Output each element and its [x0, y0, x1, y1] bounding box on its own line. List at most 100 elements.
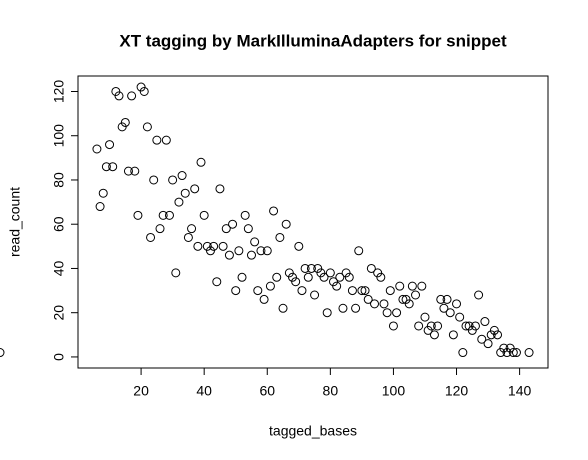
point	[139, 86, 149, 96]
point	[161, 135, 171, 145]
point	[164, 210, 174, 220]
point	[98, 188, 108, 198]
chart-title: XT tagging by MarkIlluminaAdapters for s…	[119, 31, 507, 50]
point	[284, 268, 294, 278]
point	[196, 157, 206, 167]
point	[300, 263, 310, 273]
point	[177, 171, 187, 181]
point	[265, 281, 275, 291]
point	[272, 272, 282, 282]
point	[470, 321, 480, 331]
point	[366, 263, 376, 273]
x-tick-label: 120	[445, 383, 469, 399]
point	[511, 348, 521, 358]
point	[136, 82, 146, 92]
point	[130, 166, 140, 176]
point	[108, 162, 118, 172]
point	[209, 241, 219, 251]
point	[439, 303, 449, 313]
point	[231, 286, 241, 296]
point	[262, 246, 272, 256]
point	[105, 140, 115, 150]
point	[458, 348, 468, 358]
x-tick-label: 40	[196, 383, 212, 399]
point	[426, 321, 436, 331]
point	[168, 175, 178, 185]
point	[411, 290, 421, 300]
point	[215, 184, 225, 194]
point	[445, 308, 455, 318]
point	[123, 166, 133, 176]
y-tick-label: 120	[51, 80, 67, 104]
point	[193, 241, 203, 251]
point	[347, 286, 357, 296]
point	[486, 330, 496, 340]
point	[287, 272, 297, 282]
y-tick-label: 20	[51, 305, 67, 321]
point	[246, 250, 256, 260]
point	[275, 232, 285, 242]
point	[332, 281, 342, 291]
point	[152, 135, 162, 145]
point	[218, 241, 228, 251]
point	[146, 232, 156, 242]
point	[382, 308, 392, 318]
point	[388, 321, 398, 331]
point	[250, 237, 260, 247]
point	[224, 250, 234, 260]
point	[508, 348, 518, 358]
x-tick-label: 60	[259, 383, 275, 399]
point	[228, 219, 238, 229]
point	[259, 294, 269, 304]
point	[344, 272, 354, 282]
point	[281, 219, 291, 229]
point	[341, 268, 351, 278]
point	[180, 188, 190, 198]
point	[338, 303, 348, 313]
point	[417, 281, 427, 291]
point	[493, 330, 503, 340]
point	[142, 122, 152, 132]
point	[95, 202, 105, 212]
point	[354, 246, 364, 256]
point	[306, 263, 316, 273]
point	[429, 330, 439, 340]
point	[183, 232, 193, 242]
point	[474, 290, 484, 300]
point	[127, 91, 137, 101]
point	[313, 263, 323, 273]
point	[190, 184, 200, 194]
point	[452, 299, 462, 309]
point	[205, 246, 215, 256]
y-tick-label: 0	[51, 353, 67, 361]
point	[329, 277, 339, 287]
x-tick-label: 20	[133, 383, 149, 399]
x-tick-label: 140	[508, 383, 532, 399]
point	[502, 348, 512, 358]
point	[291, 277, 301, 287]
point	[448, 330, 458, 340]
point	[310, 290, 320, 300]
point	[111, 86, 121, 96]
y-tick-label: 100	[51, 124, 67, 148]
point	[237, 272, 247, 282]
point	[461, 321, 471, 331]
point	[294, 241, 304, 251]
y-axis-label: read_count	[7, 187, 23, 257]
point	[363, 294, 373, 304]
point	[0, 348, 5, 358]
point	[433, 321, 443, 331]
point	[120, 117, 130, 127]
point	[370, 299, 380, 309]
point	[483, 339, 493, 349]
point	[278, 303, 288, 313]
point	[423, 325, 433, 335]
point	[149, 175, 159, 185]
point	[480, 317, 490, 327]
point	[234, 246, 244, 256]
point	[269, 206, 279, 216]
point	[297, 286, 307, 296]
